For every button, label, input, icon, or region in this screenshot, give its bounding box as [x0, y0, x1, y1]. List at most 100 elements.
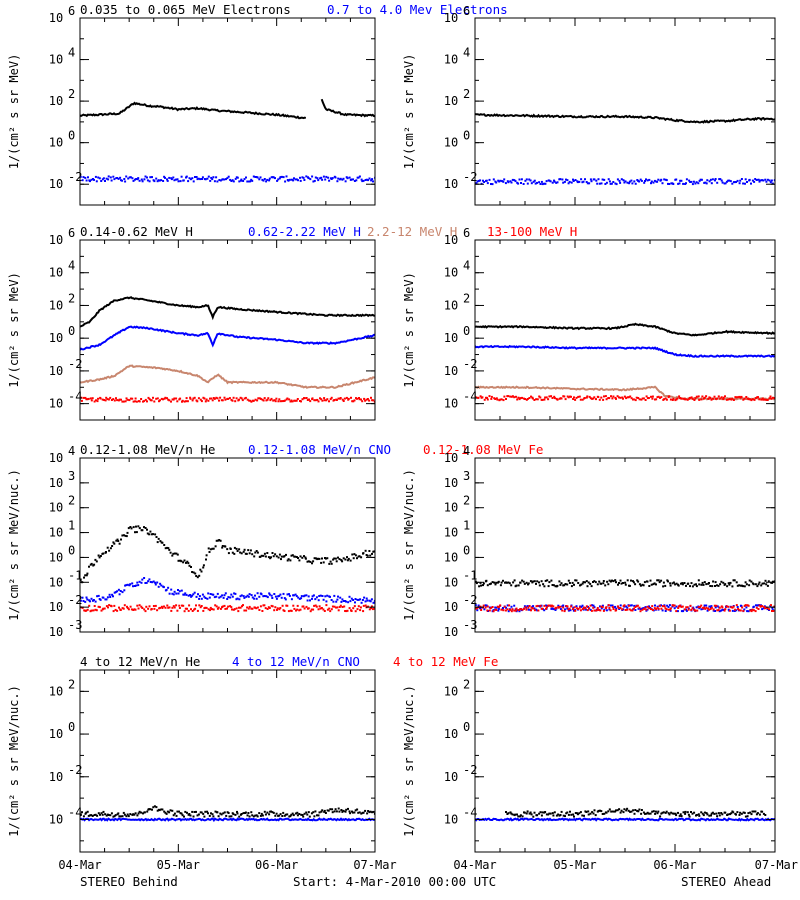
data-point	[597, 809, 600, 812]
data-point	[682, 397, 685, 400]
data-point	[605, 811, 608, 814]
data-point	[738, 609, 741, 612]
data-point	[252, 815, 255, 818]
series-line	[475, 817, 775, 822]
data-point	[149, 176, 152, 179]
data-point	[156, 541, 159, 544]
series-line	[80, 364, 375, 389]
data-point	[270, 397, 273, 400]
data-point	[324, 595, 327, 598]
series-4-to-12-mev-n-cno	[80, 817, 375, 823]
data-point	[231, 595, 234, 598]
data-point	[176, 400, 179, 403]
y-tick-label: 10	[444, 727, 458, 741]
data-point	[667, 812, 670, 815]
data-point	[664, 607, 667, 610]
data-point	[230, 180, 233, 182]
data-point	[200, 605, 203, 607]
data-point	[559, 583, 562, 586]
data-point	[652, 810, 655, 813]
data-point	[770, 179, 773, 182]
data-point	[239, 595, 242, 598]
data-point	[99, 813, 101, 816]
data-point	[240, 179, 242, 182]
data-point	[250, 811, 253, 814]
data-point	[303, 179, 306, 181]
data-point	[634, 182, 637, 185]
data-point	[219, 539, 222, 542]
data-point	[323, 399, 326, 402]
data-point	[743, 811, 746, 814]
data-point	[245, 552, 248, 555]
data-point	[97, 397, 99, 400]
data-point	[96, 400, 99, 403]
data-point	[674, 583, 677, 586]
data-point	[268, 593, 271, 596]
data-point	[218, 596, 221, 599]
data-point	[173, 179, 176, 182]
data-point	[339, 604, 342, 607]
data-point	[276, 179, 279, 182]
data-point	[165, 588, 168, 591]
data-point	[340, 600, 343, 603]
data-point	[155, 536, 158, 538]
y-tick-label: 10	[444, 177, 458, 191]
data-point	[523, 811, 526, 814]
data-point	[700, 608, 703, 611]
data-point	[616, 605, 619, 608]
data-point	[240, 397, 243, 400]
data-point	[284, 813, 287, 816]
data-point	[550, 395, 553, 398]
data-point	[341, 810, 344, 813]
data-point	[93, 178, 95, 181]
data-point	[491, 606, 494, 608]
data-point	[750, 580, 753, 583]
data-point	[122, 400, 125, 403]
data-point	[166, 178, 168, 181]
data-point	[196, 400, 199, 403]
y-tick-label: 10	[49, 770, 63, 784]
data-point	[651, 605, 654, 608]
data-point	[490, 397, 493, 400]
data-point	[705, 812, 708, 815]
data-point	[152, 806, 155, 809]
data-point	[643, 181, 646, 184]
data-point	[708, 814, 711, 817]
data-point	[538, 581, 540, 584]
y-tick-label: 10	[444, 684, 458, 698]
data-point	[314, 810, 317, 813]
data-point	[588, 182, 591, 185]
data-point	[370, 598, 373, 601]
data-point	[232, 396, 235, 399]
data-point	[519, 815, 521, 818]
data-point	[479, 395, 482, 398]
data-point	[731, 609, 734, 612]
data-point	[312, 608, 315, 611]
data-point	[260, 593, 263, 596]
data-point	[649, 606, 652, 609]
y-tick-exponent: 2	[463, 494, 470, 508]
data-point	[608, 808, 611, 811]
chart-row-4: 4 to 12 MeV/n He 4 to 12 MeV/n CNO 4 to 12…	[7, 654, 798, 872]
data-point	[228, 397, 231, 400]
data-point	[135, 531, 138, 534]
data-point	[317, 608, 320, 611]
data-point	[510, 181, 513, 184]
data-point	[113, 604, 116, 607]
data-point	[655, 398, 658, 401]
data-point	[488, 583, 491, 586]
data-point	[196, 576, 199, 579]
data-point	[291, 400, 294, 403]
data-point	[369, 600, 372, 603]
data-point	[107, 606, 109, 609]
data-point	[180, 812, 183, 815]
data-point	[721, 608, 724, 611]
data-point	[171, 809, 174, 812]
data-point	[670, 811, 673, 814]
data-point	[585, 605, 588, 608]
data-point	[525, 581, 528, 584]
data-point	[132, 609, 135, 611]
data-point	[622, 811, 625, 814]
data-point	[352, 400, 355, 403]
data-point	[771, 607, 774, 610]
